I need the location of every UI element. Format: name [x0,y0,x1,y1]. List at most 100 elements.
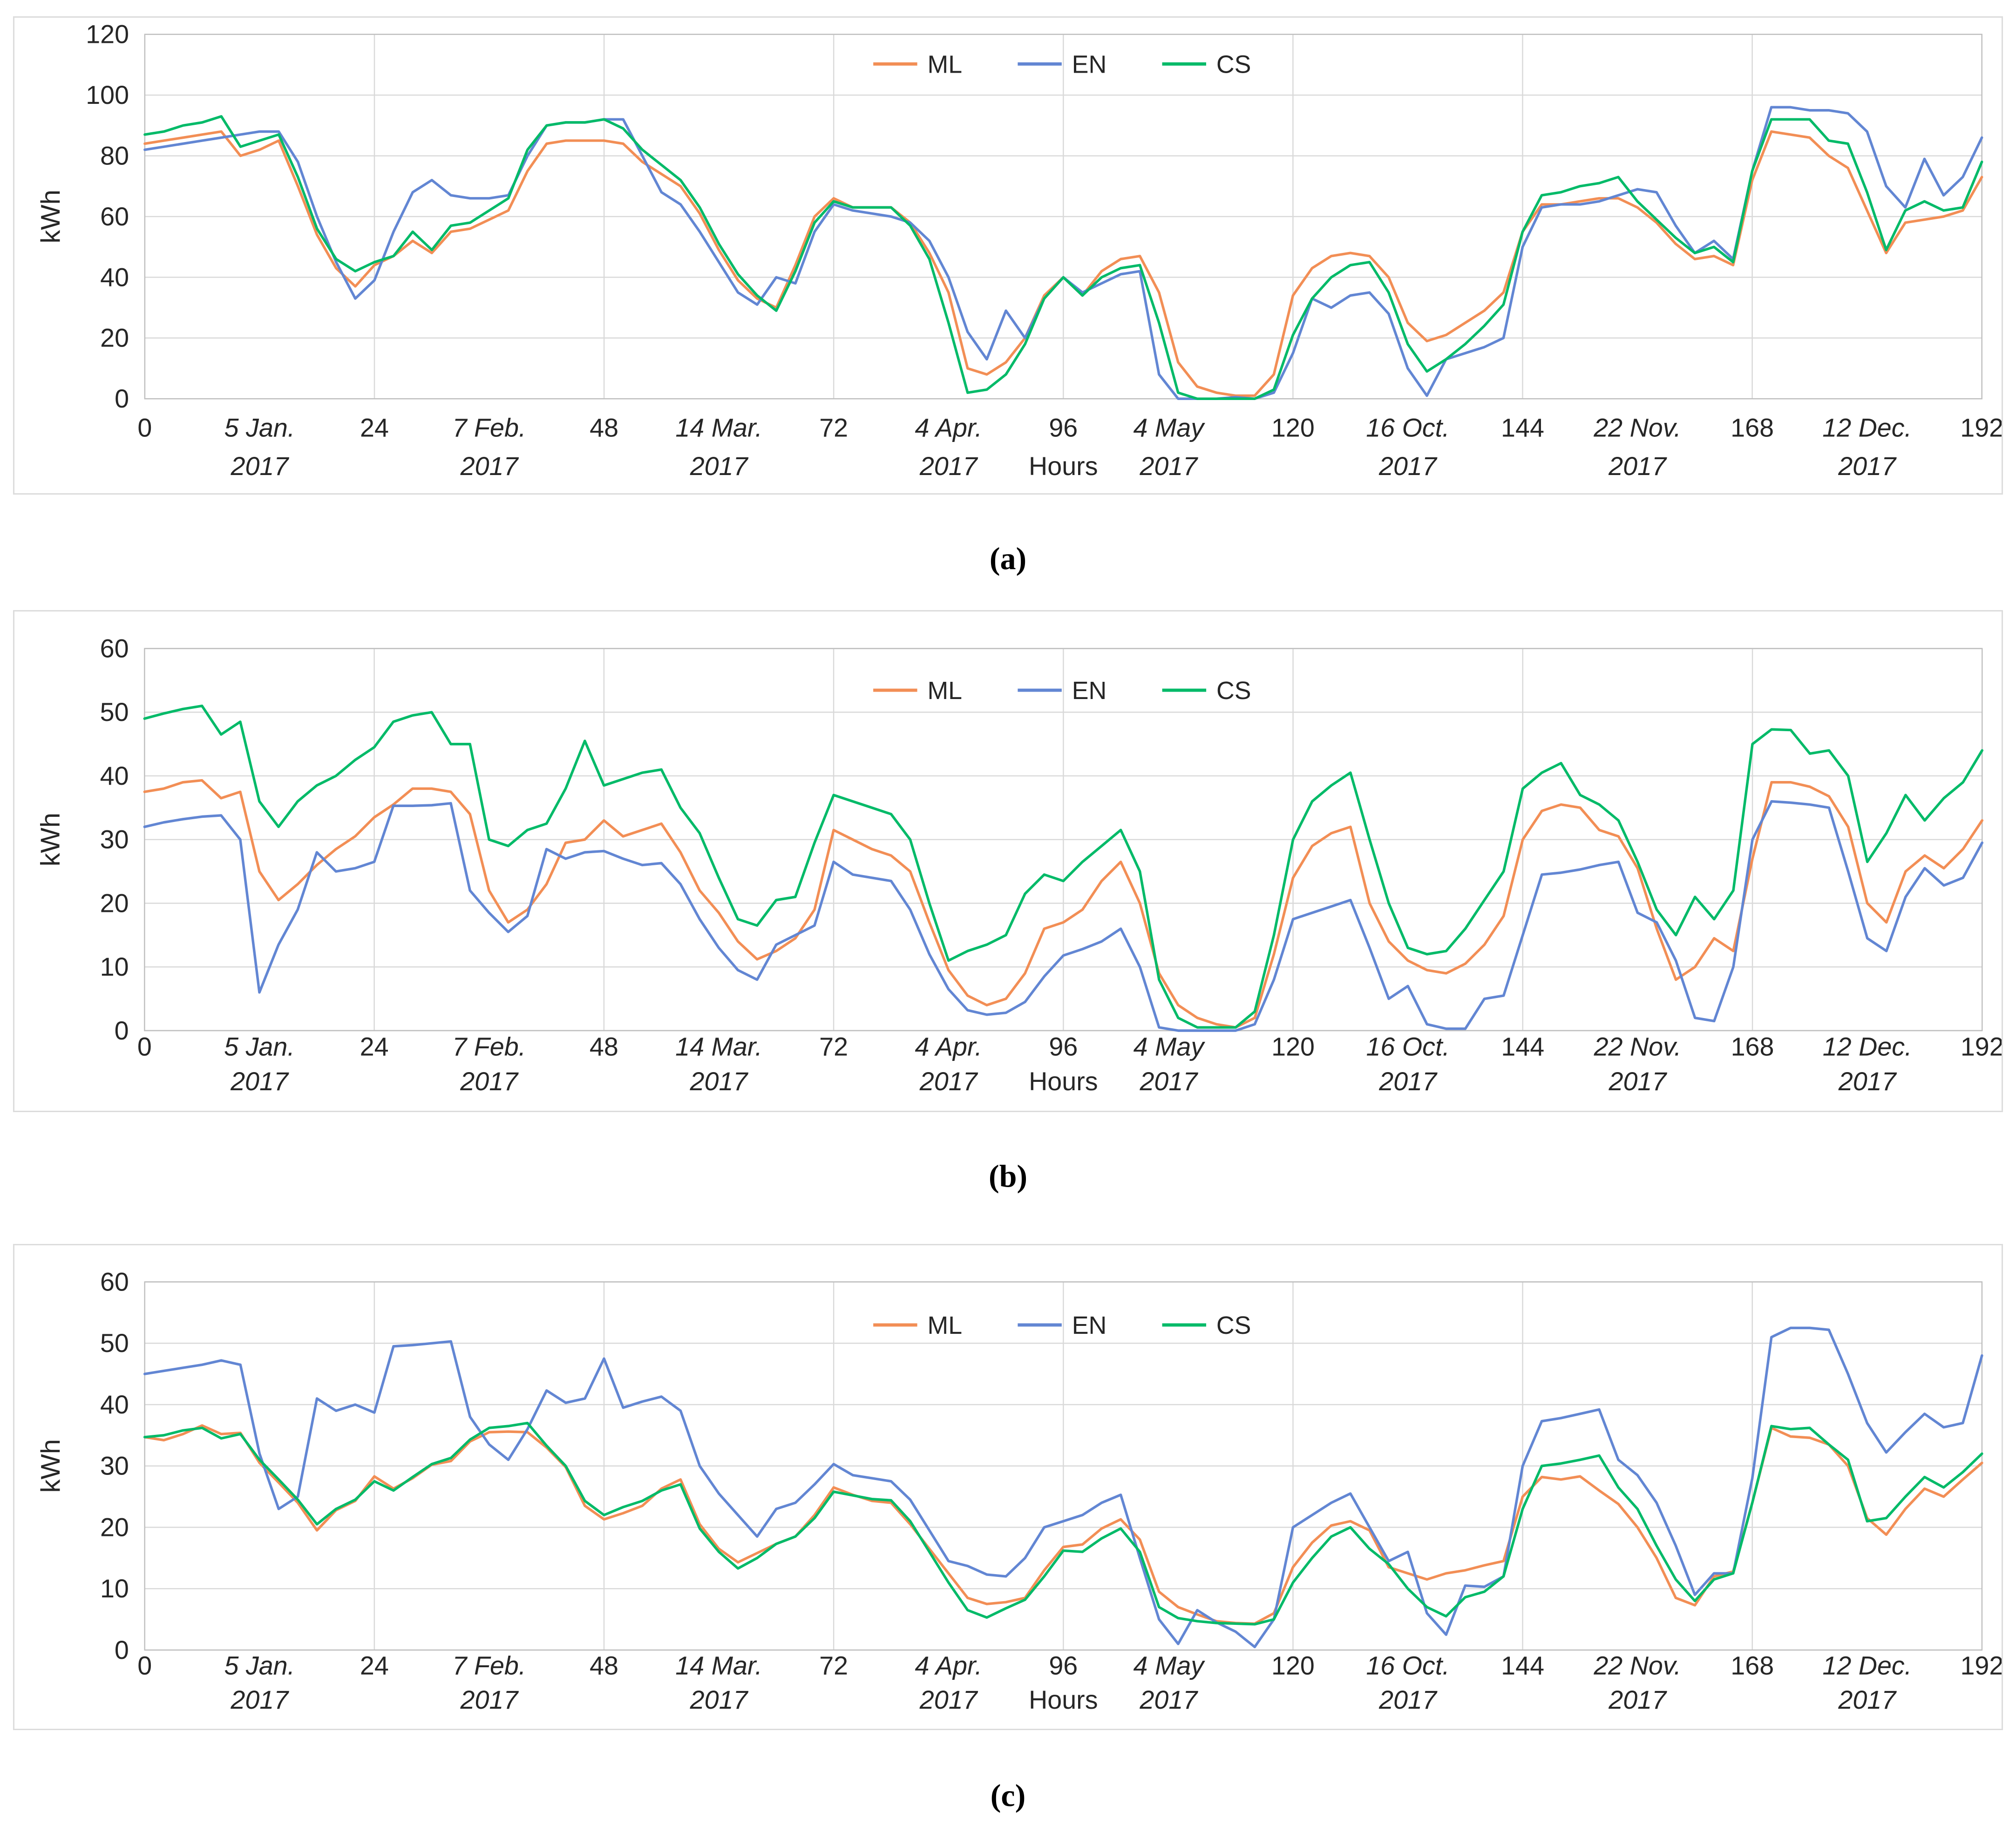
svg-text:4 Apr.: 4 Apr. [915,1032,982,1061]
svg-text:96: 96 [1049,414,1078,442]
svg-text:120: 120 [1271,1032,1315,1061]
svg-text:72: 72 [819,1032,848,1061]
svg-text:60: 60 [100,634,129,663]
series-line-ML-c [143,1424,1983,1625]
legend-label-ML-b: ML [927,677,962,705]
svg-text:20: 20 [100,1513,129,1542]
svg-text:0: 0 [137,414,152,442]
svg-text:10: 10 [100,952,129,981]
chart-panel-c: 0 10 20 30 40 50 60 kWh 0 24 48 72 96 120 144 168 192 5 J… [13,1244,2003,1730]
series-line-EN-c [143,1326,1983,1649]
svg-text:14 Mar.: 14 Mar. [675,414,762,442]
y-axis-title-a: kWh [36,190,66,243]
svg-text:14 Mar.: 14 Mar. [675,1032,762,1061]
svg-text:7 Feb.: 7 Feb. [452,1032,526,1061]
svg-text:22 Nov.: 22 Nov. [1593,1651,1681,1680]
svg-text:2017: 2017 [919,1685,978,1714]
svg-text:0: 0 [115,1016,129,1045]
legend-a: ML EN CS [873,50,1251,78]
svg-text:20: 20 [100,324,129,353]
chart-panel-b: 0 10 20 30 40 50 60 kWh 0 24 48 72 96 120 144 168 192 5 J… [13,610,2003,1112]
svg-text:96: 96 [1049,1032,1078,1061]
svg-text:2017: 2017 [919,452,978,481]
svg-text:144: 144 [1501,1032,1544,1061]
svg-text:2017: 2017 [690,1685,749,1714]
svg-text:50: 50 [100,698,129,727]
plot-border-b [144,648,1983,1032]
series-line-ML-b [143,779,1984,1029]
x-axis-title-c: Hours [1029,1685,1098,1714]
plot-border-a [144,34,1982,400]
svg-text:192: 192 [1961,1032,2002,1061]
svg-text:12 Dec.: 12 Dec. [1823,1032,1912,1061]
svg-text:2017: 2017 [690,1067,749,1096]
svg-text:60: 60 [100,202,129,231]
svg-text:168: 168 [1731,1651,1774,1680]
svg-text:16 Oct.: 16 Oct. [1366,414,1449,442]
svg-text:96: 96 [1049,1651,1078,1680]
svg-text:2017: 2017 [231,452,290,481]
svg-text:2017: 2017 [1838,1685,1897,1714]
y-axis-title-b: kWh [35,813,65,866]
legend-label-ML-c: ML [927,1311,962,1339]
svg-text:144: 144 [1501,1651,1544,1680]
y-axis-labels-c: 0 10 20 30 40 50 60 [100,1267,129,1664]
svg-text:2017: 2017 [1609,1067,1668,1096]
svg-text:22 Nov.: 22 Nov. [1593,414,1681,442]
legend-label-CS-b: CS [1216,677,1251,705]
svg-text:0: 0 [115,1636,129,1664]
svg-text:72: 72 [819,1651,848,1680]
svg-text:4 Apr.: 4 Apr. [915,1651,982,1680]
svg-text:20: 20 [100,889,129,917]
svg-text:22 Nov.: 22 Nov. [1594,1032,1682,1061]
svg-text:144: 144 [1501,414,1544,442]
svg-text:50: 50 [100,1329,129,1358]
svg-text:168: 168 [1731,414,1774,442]
svg-text:2017: 2017 [1838,452,1897,481]
svg-text:192: 192 [1960,414,2002,442]
gridlines-b [144,648,1982,1032]
x-axis-title-a: Hours [1029,452,1098,481]
svg-text:120: 120 [86,20,129,49]
svg-text:48: 48 [590,1032,618,1061]
svg-text:48: 48 [590,414,618,442]
svg-text:100: 100 [86,81,129,109]
svg-text:2017: 2017 [690,452,749,481]
svg-text:60: 60 [100,1267,129,1296]
svg-text:2017: 2017 [460,452,519,481]
svg-text:12 Dec.: 12 Dec. [1822,1651,1912,1680]
svg-text:2017: 2017 [1139,1685,1198,1714]
chart-svg-c: 0 10 20 30 40 50 60 kWh 0 24 48 72 96 120 144 168 192 5 J… [36,1267,2002,1715]
svg-text:2017: 2017 [1139,452,1198,481]
svg-text:4 May: 4 May [1134,1032,1206,1061]
svg-text:5 Jan.: 5 Jan. [224,414,295,442]
svg-text:2017: 2017 [1378,1685,1438,1714]
svg-text:12 Dec.: 12 Dec. [1822,414,1912,442]
svg-text:2017: 2017 [1139,1067,1198,1096]
chart-svg-a: 0 20 40 60 80 100 120 kWh 0 24 48 72 96 120 144 168 192 5… [36,20,2002,481]
plot-border-c [144,1281,1983,1651]
x-axis-labels-b: 0 24 48 72 96 120 144 168 192 5 Jan. 2017 7 Feb. 201… [137,1032,2002,1096]
series-line-CS-a [143,115,1983,400]
svg-text:5 Jan.: 5 Jan. [224,1032,295,1061]
legend-b: ML EN CS [873,677,1251,705]
series-line-EN-b [143,800,1984,1032]
svg-text:2017: 2017 [1378,1067,1438,1096]
legend-label-ML-a: ML [928,50,963,78]
caption-c: (c) [990,1778,1026,1813]
svg-text:4 Apr.: 4 Apr. [915,414,982,442]
svg-text:14 Mar.: 14 Mar. [675,1651,762,1680]
svg-text:2017: 2017 [460,1067,519,1096]
svg-text:2017: 2017 [919,1067,978,1096]
svg-text:72: 72 [819,414,848,442]
x-axis-labels-c: 0 24 48 72 96 120 144 168 192 5 Jan. 2017 7 Feb. 201… [137,1651,2002,1715]
svg-text:30: 30 [100,1452,129,1481]
legend-label-EN-b: EN [1072,677,1107,705]
svg-text:40: 40 [100,1390,129,1419]
legend-label-EN-a: EN [1072,50,1107,78]
svg-text:16 Oct.: 16 Oct. [1366,1032,1449,1061]
svg-text:120: 120 [1271,414,1315,442]
svg-text:16 Oct.: 16 Oct. [1366,1651,1449,1680]
svg-text:168: 168 [1731,1032,1774,1061]
